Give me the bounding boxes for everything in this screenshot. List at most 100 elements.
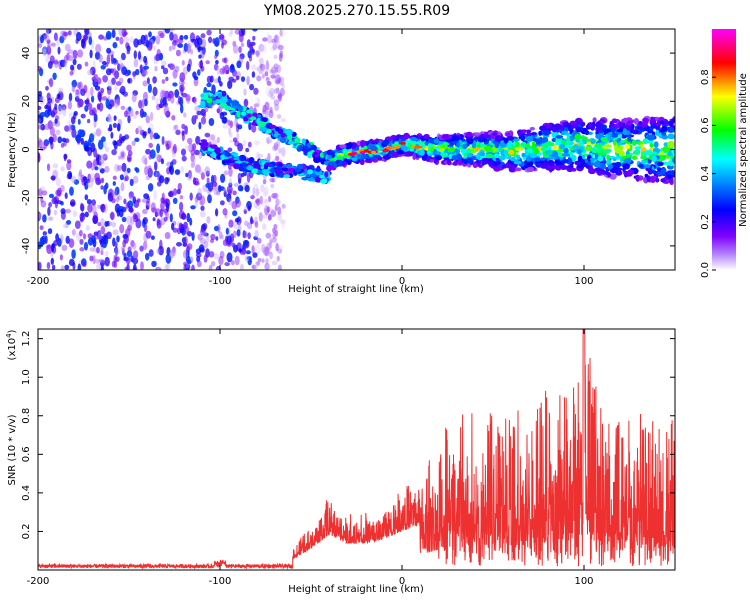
bottom-y-tick-label: 0.8 (21, 408, 32, 424)
spectrogram-noise-cell (276, 114, 282, 119)
spectrogram-noise-cell (185, 266, 190, 270)
spectrogram-noise-cell (38, 105, 42, 111)
spectrogram-noise-cell (57, 187, 62, 197)
spectrogram-noise-cell (106, 86, 112, 91)
spectrogram-branch-cell (286, 164, 293, 168)
spectrogram-noise-cell (89, 255, 94, 262)
spectrogram-noise-cell (133, 213, 137, 220)
spectrogram-noise-cell (279, 29, 283, 37)
spectrogram-noise-cell (239, 186, 244, 192)
spectrogram-noise-cell (194, 149, 200, 156)
spectrogram-noise-cell (111, 149, 117, 156)
spectrogram-ridge-cell (646, 175, 651, 183)
spectrogram-noise-cell (224, 64, 230, 75)
spectrogram-branch-cell (231, 152, 239, 156)
spectrogram-noise-cell (215, 60, 219, 65)
spectrogram-branch-cell (251, 168, 259, 174)
spectrogram-noise-cell (116, 96, 120, 106)
spectrogram-noise-cell (47, 228, 53, 235)
spectrogram-noise-cell (65, 208, 71, 214)
spectrogram-noise-cell (161, 65, 165, 70)
spectrogram-ridge-cell (414, 141, 422, 146)
spectrogram-image (38, 29, 675, 270)
spectrogram-ridge-cell (543, 142, 549, 149)
spectrogram-noise-cell (45, 29, 49, 37)
spectrogram-noise-cell (107, 79, 113, 90)
spectrogram-noise-cell (227, 119, 231, 126)
spectrogram-noise-cell (203, 254, 208, 263)
colorbar-ticks: 0.0 0.2 0.4 0.6 0.8 (700, 69, 716, 278)
spectrogram-noise-cell (265, 258, 269, 265)
spectrogram-noise-cell (185, 144, 191, 151)
spectrogram-ridge-cell (464, 153, 468, 156)
spectrogram-noise-cell (38, 139, 43, 149)
spectrogram-ridge-cell (510, 165, 515, 172)
spectrogram-noise-cell (277, 206, 282, 215)
spectrogram-branch-cell (277, 162, 283, 167)
spectrogram-ridge-cell (370, 141, 376, 145)
spectrogram-noise-cell (267, 153, 271, 162)
spectrogram-noise-cell (127, 115, 131, 124)
spectrogram-ridge-cell (651, 155, 657, 162)
spectrogram-noise-cell (156, 248, 160, 254)
spectrogram-noise-cell (155, 171, 161, 177)
colorbar-tick-label: 0.2 (700, 214, 711, 230)
spectrogram-noise-cell (45, 56, 50, 63)
spectrogram-noise-cell (253, 183, 259, 191)
spectrogram-noise-cell (107, 115, 113, 123)
spectrogram-noise-cell (177, 43, 184, 48)
spectrogram-branch-cell (259, 126, 268, 133)
spectrogram-branch-cell (214, 147, 221, 155)
spectrogram-noise-cell (196, 110, 202, 116)
spectrogram-noise-cell (248, 257, 252, 263)
bottom-x-tick-label: -200 (27, 576, 50, 587)
spectrogram-noise-cell (55, 177, 61, 187)
spectrogram-noise-cell (258, 69, 263, 75)
spectrogram-noise-cell (237, 124, 243, 130)
spectrogram-ridge-cell (555, 140, 562, 146)
spectrogram-noise-cell (179, 72, 186, 82)
spectrogram-noise-cell (114, 84, 118, 91)
spectrogram-noise-cell (177, 38, 184, 44)
spectrogram-noise-cell (45, 244, 52, 249)
spectrogram-noise-cell (166, 202, 170, 212)
spectrogram-noise-cell (151, 235, 155, 240)
spectrogram-peak-cell (393, 145, 401, 149)
spectrogram-noise-cell (159, 239, 163, 250)
spectrogram-branch-cell (246, 109, 254, 114)
spectrogram-noise-cell (115, 246, 119, 256)
spectrogram-noise-cell (231, 78, 237, 83)
spectrogram-noise-cell (234, 255, 240, 266)
top-x-axis-label: Height of straight line (km) (288, 284, 424, 295)
figure-title: YM08.2025.270.15.55.R09 (263, 3, 450, 19)
spectrogram-noise-cell (104, 182, 109, 190)
spectrogram-noise-cell (255, 204, 261, 210)
spectrogram-ridge-cell (653, 141, 659, 148)
spectrogram-noise-cell (71, 84, 76, 93)
spectrogram-branch-cell (215, 98, 221, 104)
spectrogram-branch-cell (313, 156, 321, 164)
spectrogram-noise-cell (132, 257, 139, 265)
spectrogram-noise-cell (196, 260, 202, 268)
spectrogram-ridge-cell (440, 152, 449, 158)
spectrogram-noise-cell (98, 161, 102, 166)
spectrogram-ridge-cell (642, 117, 649, 124)
spectrogram-noise-cell (260, 185, 265, 193)
spectrogram-noise-cell (260, 183, 265, 188)
spectrogram-noise-cell (111, 77, 116, 85)
spectrogram-noise-cell (171, 248, 177, 257)
spectrogram-noise-cell (95, 43, 102, 54)
spectrogram-ridge-cell (493, 153, 499, 158)
spectrogram-ridge-cell (484, 134, 491, 139)
spectrogram-noise-cell (230, 29, 234, 35)
spectrogram-noise-cell (69, 186, 74, 196)
spectrogram-ridge-cell (590, 139, 596, 144)
spectrogram-noise-cell (202, 112, 206, 118)
spectrogram-noise-cell (155, 134, 161, 139)
top-y-tick-label: 0 (21, 146, 32, 152)
spectrogram-ridge-cell (594, 153, 599, 160)
spectrogram-noise-cell (219, 186, 226, 191)
spectrogram-ridge-cell (397, 150, 405, 155)
spectrogram-noise-cell (252, 35, 256, 41)
